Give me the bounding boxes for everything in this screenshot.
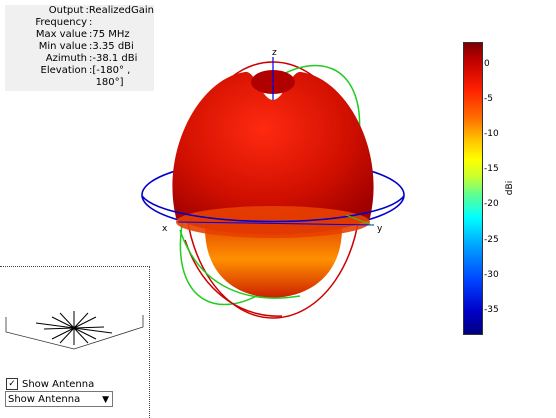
info-label: Elevation — [40, 65, 87, 76]
colorbar-tick: 0 — [484, 59, 490, 69]
info-label: Frequency — [35, 17, 87, 28]
colorbar — [463, 42, 483, 335]
z-axis-label: z — [272, 48, 277, 58]
colorbar-tick: -10 — [484, 129, 499, 139]
antenna-display-dropdown[interactable]: Show Antenna ▼ — [5, 391, 113, 407]
x-y-axis — [177, 221, 375, 226]
info-value: RealizedGain — [88, 5, 154, 16]
info-panel: Output: RealizedGain Frequency: Max value… — [5, 5, 154, 91]
antenna-preview-panel — [0, 266, 150, 418]
info-label: Max value — [35, 29, 87, 40]
info-label: Min value — [38, 41, 87, 52]
info-row-frequency: Frequency: — [5, 17, 154, 29]
x-axis-label: x — [162, 224, 168, 234]
show-antenna-label: Show Antenna — [22, 378, 95, 390]
info-label: Output — [48, 5, 84, 16]
info-row-output: Output: RealizedGain — [5, 5, 154, 17]
info-value: 75 MHz — [92, 29, 130, 40]
chevron-down-icon[interactable]: ▼ — [102, 395, 109, 405]
info-row-min: Min value:3.35 dBi — [5, 41, 154, 53]
checkbox-check-icon[interactable]: ✓ — [6, 378, 18, 390]
y-axis-line — [345, 214, 373, 226]
main-lobe — [172, 71, 374, 235]
colorbar-tick: -5 — [484, 94, 493, 104]
info-row-max: Max value:75 MHz — [5, 29, 154, 41]
dropdown-value: Show Antenna — [8, 394, 81, 405]
info-value: [-180° , 180°] — [92, 65, 131, 88]
lower-lobe — [205, 228, 342, 298]
info-value: 3.35 dBi — [92, 41, 134, 52]
antenna-icon — [5, 311, 144, 350]
green-ring-front — [179, 229, 301, 299]
info-row-azimuth: Azimuth: -38.1 dBi — [5, 53, 154, 65]
show-antenna-checkbox[interactable]: ✓ Show Antenna — [6, 378, 94, 390]
info-value — [92, 17, 154, 29]
colorbar-unit: dBi — [505, 180, 516, 196]
colorbar-tick: -35 — [484, 305, 499, 315]
colorbar-tick: -30 — [484, 270, 499, 280]
colorbar-tick: -20 — [484, 199, 499, 209]
colorbar-tick: -25 — [484, 235, 499, 245]
red-ring-front — [184, 239, 283, 317]
info-value: -38.1 dBi — [92, 53, 138, 64]
azimuth-ring-front — [141, 195, 405, 223]
info-row-elevation: Elevation: [-180° , 180°] — [5, 65, 154, 89]
info-label: Azimuth — [45, 53, 87, 64]
colorbar-tick: -15 — [484, 164, 499, 174]
y-axis-label: y — [377, 224, 383, 234]
